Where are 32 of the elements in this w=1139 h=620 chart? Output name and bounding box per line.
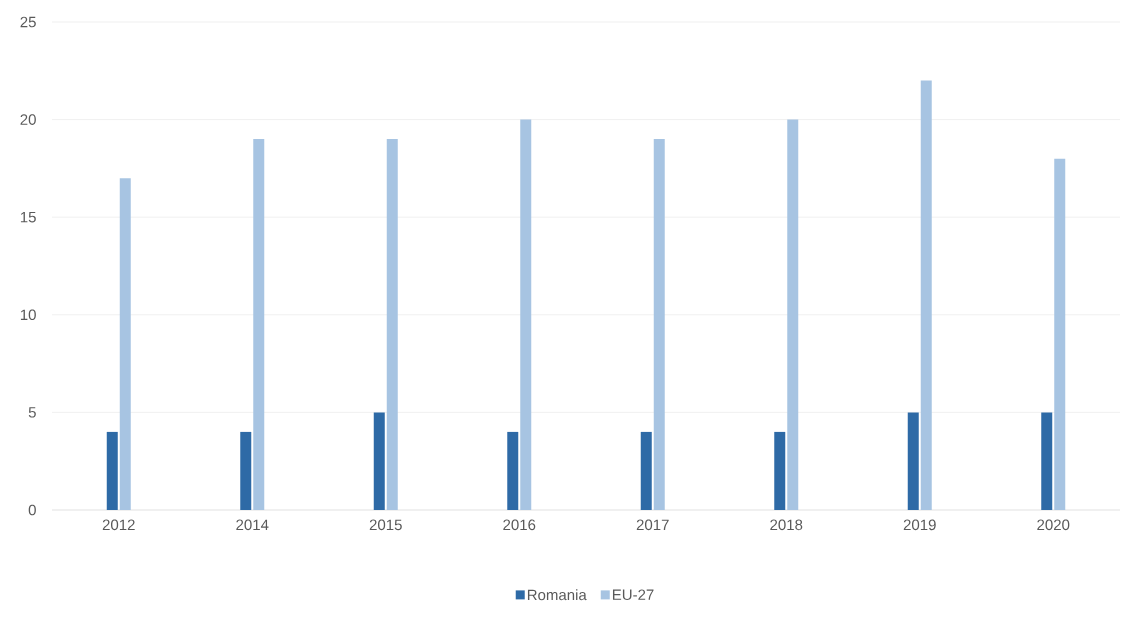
bar <box>373 412 385 510</box>
bar <box>240 431 252 510</box>
legend-label: EU-27 <box>612 589 654 601</box>
x-tick-label: 2020 <box>1037 519 1070 531</box>
bar <box>386 139 398 510</box>
x-tick-label: 2018 <box>770 519 803 531</box>
bar <box>507 431 519 510</box>
bar <box>106 431 118 510</box>
x-tick-label: 2017 <box>636 519 669 531</box>
y-tick-label: 5 <box>28 407 36 418</box>
bar <box>640 431 652 510</box>
x-tick-label: 2016 <box>503 519 536 531</box>
y-tick-label: 10 <box>20 309 36 321</box>
bar <box>653 139 665 510</box>
bar <box>1054 158 1066 510</box>
x-tick-label: 2012 <box>102 519 135 531</box>
bar <box>119 178 131 510</box>
x-tick-label: 2019 <box>903 519 936 531</box>
bar <box>787 119 799 510</box>
y-tick-label: 20 <box>20 114 36 125</box>
legend-label: Romania <box>527 589 587 601</box>
bar <box>774 431 786 510</box>
y-tick-label: 15 <box>20 211 36 223</box>
bar <box>907 412 919 510</box>
bar <box>253 139 265 510</box>
x-tick-label: 2014 <box>236 519 269 531</box>
x-tick-label: 2015 <box>369 519 402 531</box>
y-tick-label: 0 <box>28 504 36 516</box>
y-tick-label: 25 <box>20 16 36 28</box>
bar <box>920 80 932 510</box>
bar <box>1041 412 1053 510</box>
bar <box>520 119 532 510</box>
